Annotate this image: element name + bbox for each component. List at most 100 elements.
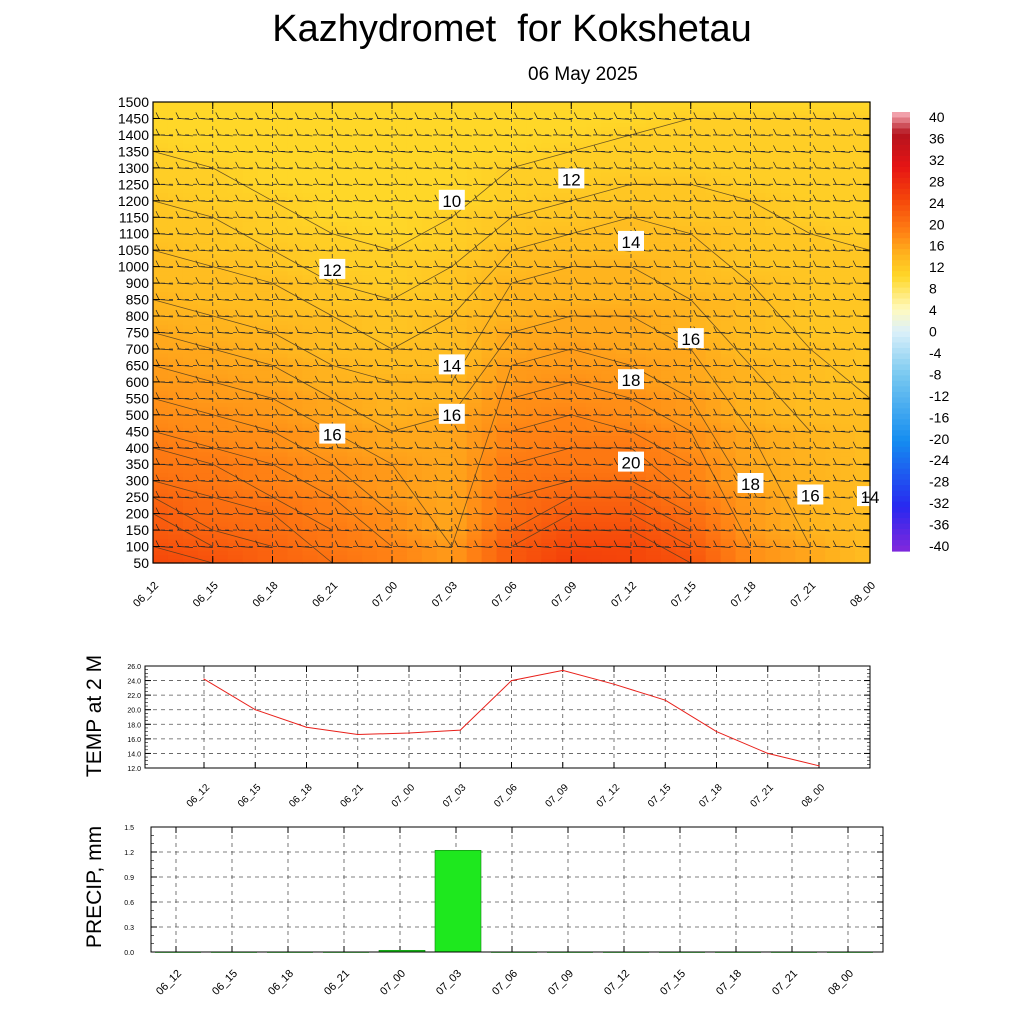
heatmap-cell (481, 266, 498, 272)
heatmap-cell (660, 357, 677, 362)
heatmap-cell (720, 517, 737, 523)
heatmap-cell (780, 143, 796, 148)
heatmap-cell (347, 336, 363, 342)
heatmap-cell (466, 509, 483, 515)
heatmap-cell (257, 171, 274, 177)
heatmap-cell (735, 266, 752, 272)
heatmap-cell (436, 307, 453, 313)
heatmap-cell (317, 476, 333, 482)
heatmap-cell (242, 262, 259, 268)
heatmap-cell (197, 451, 214, 457)
heatmap-cell (481, 451, 498, 457)
heatmap-cell (780, 225, 796, 231)
heatmap-cell (272, 451, 289, 457)
heatmap-cell (750, 554, 767, 560)
heatmap-cell (571, 151, 587, 157)
heatmap-cell (855, 455, 871, 461)
heatmap-cell (750, 283, 767, 288)
heatmap-cell (377, 386, 393, 391)
heatmap-cell (362, 435, 378, 441)
heatmap-cell (840, 180, 856, 185)
heatmap-cell (616, 497, 632, 502)
heatmap-cell (526, 332, 542, 338)
heatmap-cell (167, 139, 184, 144)
heatmap-cell (242, 402, 259, 408)
heatmap-cell (257, 410, 274, 416)
heatmap-cell (840, 550, 856, 556)
heatmap-cell (272, 246, 289, 251)
heatmap-cell (735, 221, 752, 227)
heatmap-cell (541, 493, 557, 498)
heatmap-cell (571, 250, 587, 255)
heatmap-cell (421, 546, 438, 552)
heatmap-cell (406, 204, 423, 210)
heatmap-cell (765, 501, 781, 506)
heatmap-cell (362, 303, 378, 309)
heatmap-cell (526, 217, 542, 222)
heatmap-cell (855, 316, 871, 321)
heatmap-cell (377, 307, 393, 313)
heatmap-cell (197, 171, 214, 177)
heatmap-cell (421, 270, 438, 276)
heatmap-cell (466, 204, 483, 210)
heatmap-cell (571, 353, 587, 358)
heatmap-cell (586, 410, 602, 416)
heatmap-cell (690, 295, 707, 301)
heatmap-cell (421, 340, 438, 346)
heatmap-cell (541, 505, 557, 511)
heatmap-cell (182, 278, 199, 284)
heatmap-cell (825, 534, 841, 539)
heatmap-cell (436, 381, 453, 387)
heatmap-cell (421, 410, 438, 416)
heatmap-cell (227, 163, 244, 169)
heatmap-cell (332, 311, 348, 317)
heatmap-cell (631, 336, 647, 342)
heatmap-cell (257, 480, 274, 486)
heatmap-cell (362, 394, 378, 399)
heatmap-cell (660, 381, 677, 387)
heatmap-cell (660, 303, 677, 309)
heatmap-cell (406, 217, 423, 222)
heatmap-cell (780, 439, 796, 445)
heatmap-cell (272, 184, 289, 190)
heatmap-cell (182, 402, 199, 408)
heatmap-cell (362, 381, 378, 387)
heatmap-cell (212, 435, 229, 441)
heatmap-cell (257, 369, 274, 375)
heatmap-cell (735, 237, 752, 243)
heatmap-cell (421, 266, 438, 272)
heatmap-cell (765, 171, 781, 177)
heatmap-cell (631, 410, 647, 416)
heatmap-cell (571, 316, 587, 321)
heatmap-cell (511, 258, 528, 264)
heatmap-cell (197, 270, 214, 276)
heatmap-cell (392, 509, 408, 515)
heatmap-cell (466, 332, 483, 338)
heatmap-cell (795, 155, 811, 161)
heatmap-cell (272, 373, 289, 379)
heatmap-cell (601, 554, 617, 560)
heatmap-cell (780, 188, 796, 194)
heatmap-cell (257, 196, 274, 202)
heatmap-cell (436, 390, 453, 395)
heatmap-cell (601, 217, 617, 222)
heatmap-cell (406, 283, 423, 288)
heatmap-cell (362, 250, 378, 255)
heatmap-cell (377, 163, 393, 169)
heatmap-cell (287, 369, 303, 375)
heatmap-cell (541, 381, 557, 387)
heatmap-cell (780, 155, 796, 161)
heatmap-cell (257, 530, 274, 535)
heatmap-cell (377, 493, 393, 498)
heatmap-cell (287, 546, 303, 552)
heatmap-cell (362, 221, 378, 227)
heatmap-cell (810, 163, 826, 169)
heatmap-cell (481, 278, 498, 284)
heatmap-cell (272, 278, 289, 284)
heatmap-cell (690, 423, 707, 428)
heatmap-cell (182, 291, 199, 297)
heatmap-cell (481, 377, 498, 383)
heatmap-cell (810, 509, 826, 515)
heatmap-cell (840, 451, 856, 457)
heatmap-cell (511, 270, 528, 276)
